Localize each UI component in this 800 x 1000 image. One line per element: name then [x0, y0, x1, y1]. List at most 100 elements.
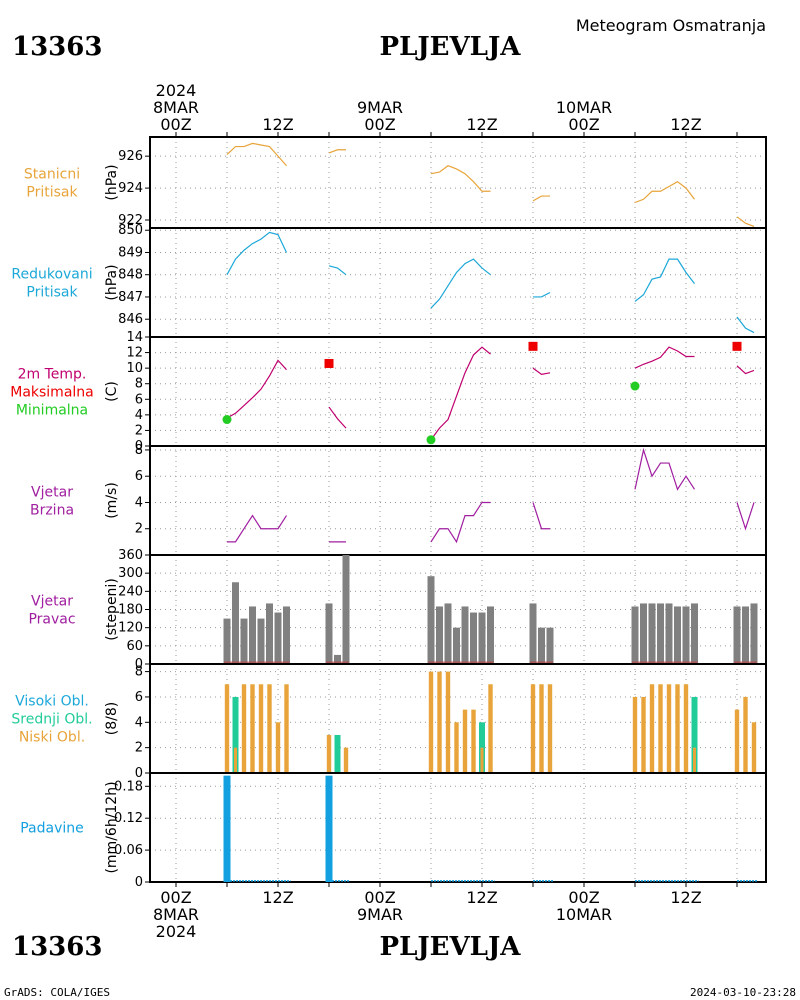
series-line [736, 365, 755, 375]
panel-reduced_pressure: 846 847 848 849 850 (hPa) Redukovani Pritisak [11, 223, 767, 338]
direction-bar [733, 606, 741, 664]
cloud-low-bar [343, 747, 349, 773]
direction-bar [461, 606, 469, 664]
direction-bar [436, 606, 443, 664]
y-tick-label: 2 [135, 423, 143, 438]
cloud-low-bar [284, 684, 289, 773]
y-tick-label: 846 [118, 312, 143, 327]
panel-label: Pravac [28, 612, 75, 628]
series-line [532, 195, 550, 202]
series-line [634, 447, 696, 491]
direction-bar [682, 606, 690, 664]
panel-wind_speed: 2 4 6 8 (m/s) Vjetar Brzina [30, 443, 767, 556]
direction-bar [342, 555, 350, 664]
y-tick-label: 8 [135, 665, 143, 680]
x-tick-label: 2024 [156, 922, 197, 941]
panel-frame [149, 227, 767, 338]
panel-label: Padavine [20, 821, 84, 837]
cloud-low-bar [547, 684, 553, 773]
x-tick-label: 9MAR [357, 905, 403, 924]
direction-bar [631, 606, 639, 664]
direction-bar [283, 606, 290, 664]
panel-wind_direction: 0 60 120 180 240 300 360 (stepeni) Vjetar Pravac [28, 548, 767, 672]
y-tick-label: 0 [135, 439, 143, 454]
cloud-low-bar [428, 671, 434, 773]
tmin-marker [222, 415, 232, 425]
direction-bar [453, 627, 460, 664]
panel-label: Vjetar [31, 594, 73, 610]
y-tick-label: 0.12 [114, 811, 143, 826]
direction-bar [470, 612, 477, 664]
direction-bar [444, 603, 452, 664]
cloud-low-bar [683, 684, 689, 773]
direction-bar [427, 576, 435, 664]
y-axis-label: (8/8) [104, 702, 120, 735]
y-tick-label: 12 [126, 346, 143, 361]
y-tick-label: 0.18 [114, 779, 143, 794]
series-line [226, 231, 288, 276]
cloud-mid-bar [334, 734, 341, 773]
panel-precipitation: 0 0.06 0.12 0.18(mm/6h/12h) Padavine [20, 772, 767, 890]
series-line [736, 216, 755, 227]
y-tick-label: 10 [126, 361, 143, 376]
direction-bar [657, 603, 664, 664]
cloud-low-bar [751, 722, 757, 773]
direction-bar [546, 627, 554, 664]
x-tick-label: 8MAR [153, 905, 199, 924]
cloud-mid-bar [232, 696, 239, 773]
panel-frame [149, 772, 767, 883]
y-tick-label: 6 [135, 690, 143, 705]
panel-label: Vjetar [31, 485, 73, 501]
direction-bar [223, 618, 231, 664]
cloud-low-bar [743, 696, 748, 773]
series-line [226, 142, 287, 167]
x-tick-label: 8MAR [153, 98, 199, 117]
direction-bar [334, 654, 341, 664]
series-line [430, 501, 491, 544]
station-name-bottom: PLJEVLJA [380, 932, 522, 962]
cloud-high-bar [455, 747, 458, 773]
y-tick-label: 850 [118, 223, 143, 238]
cloud-high-bar [327, 747, 331, 773]
series-line [328, 149, 346, 154]
direction-bar [665, 603, 673, 664]
series-line [736, 502, 755, 531]
series-line [430, 258, 491, 309]
precip-bar [223, 775, 231, 882]
series-line [532, 502, 550, 530]
y-tick-label: 360 [118, 548, 143, 563]
y-tick-label: 6 [135, 392, 143, 407]
cloud-mid-bar [691, 696, 698, 773]
product-title: Meteogram Osmatranja [576, 16, 766, 35]
y-tick-label: 922 [118, 213, 143, 228]
cloud-high-bar [234, 747, 237, 773]
cloud-low-bar [471, 709, 476, 773]
x-tick-label: 12Z [262, 888, 293, 907]
panel-label: Redukovani [11, 267, 92, 283]
tmin-marker [426, 435, 436, 445]
direction-bar [249, 606, 256, 664]
direction-bar [266, 603, 273, 664]
direction-bar [691, 603, 698, 664]
series-line [227, 514, 288, 543]
cloud-mid-bar [479, 722, 485, 773]
x-tick-label: 12Z [466, 115, 497, 134]
x-tick-label: 12Z [466, 888, 497, 907]
panel-label: 2m Temp. [18, 367, 87, 383]
series-line [328, 406, 347, 429]
panel-label: Pritisak [26, 185, 78, 201]
cloud-low-bar [462, 709, 468, 773]
x-tick-label: 00Z [568, 115, 599, 134]
x-tick-label: 9MAR [357, 98, 403, 117]
cloud-low-bar [666, 684, 672, 773]
precip-bar [325, 775, 333, 882]
panels: 922924926(hPa)StanicniPritisak8468478488… [10, 136, 767, 890]
y-tick-label: 0 [135, 766, 143, 781]
x-tick-label: 10MAR [556, 905, 612, 924]
cloud-low-bar [641, 696, 646, 773]
panel-frame [149, 136, 767, 229]
direction-bar [529, 603, 537, 664]
y-tick-label: 848 [118, 268, 143, 283]
tmax-marker [528, 341, 538, 351]
